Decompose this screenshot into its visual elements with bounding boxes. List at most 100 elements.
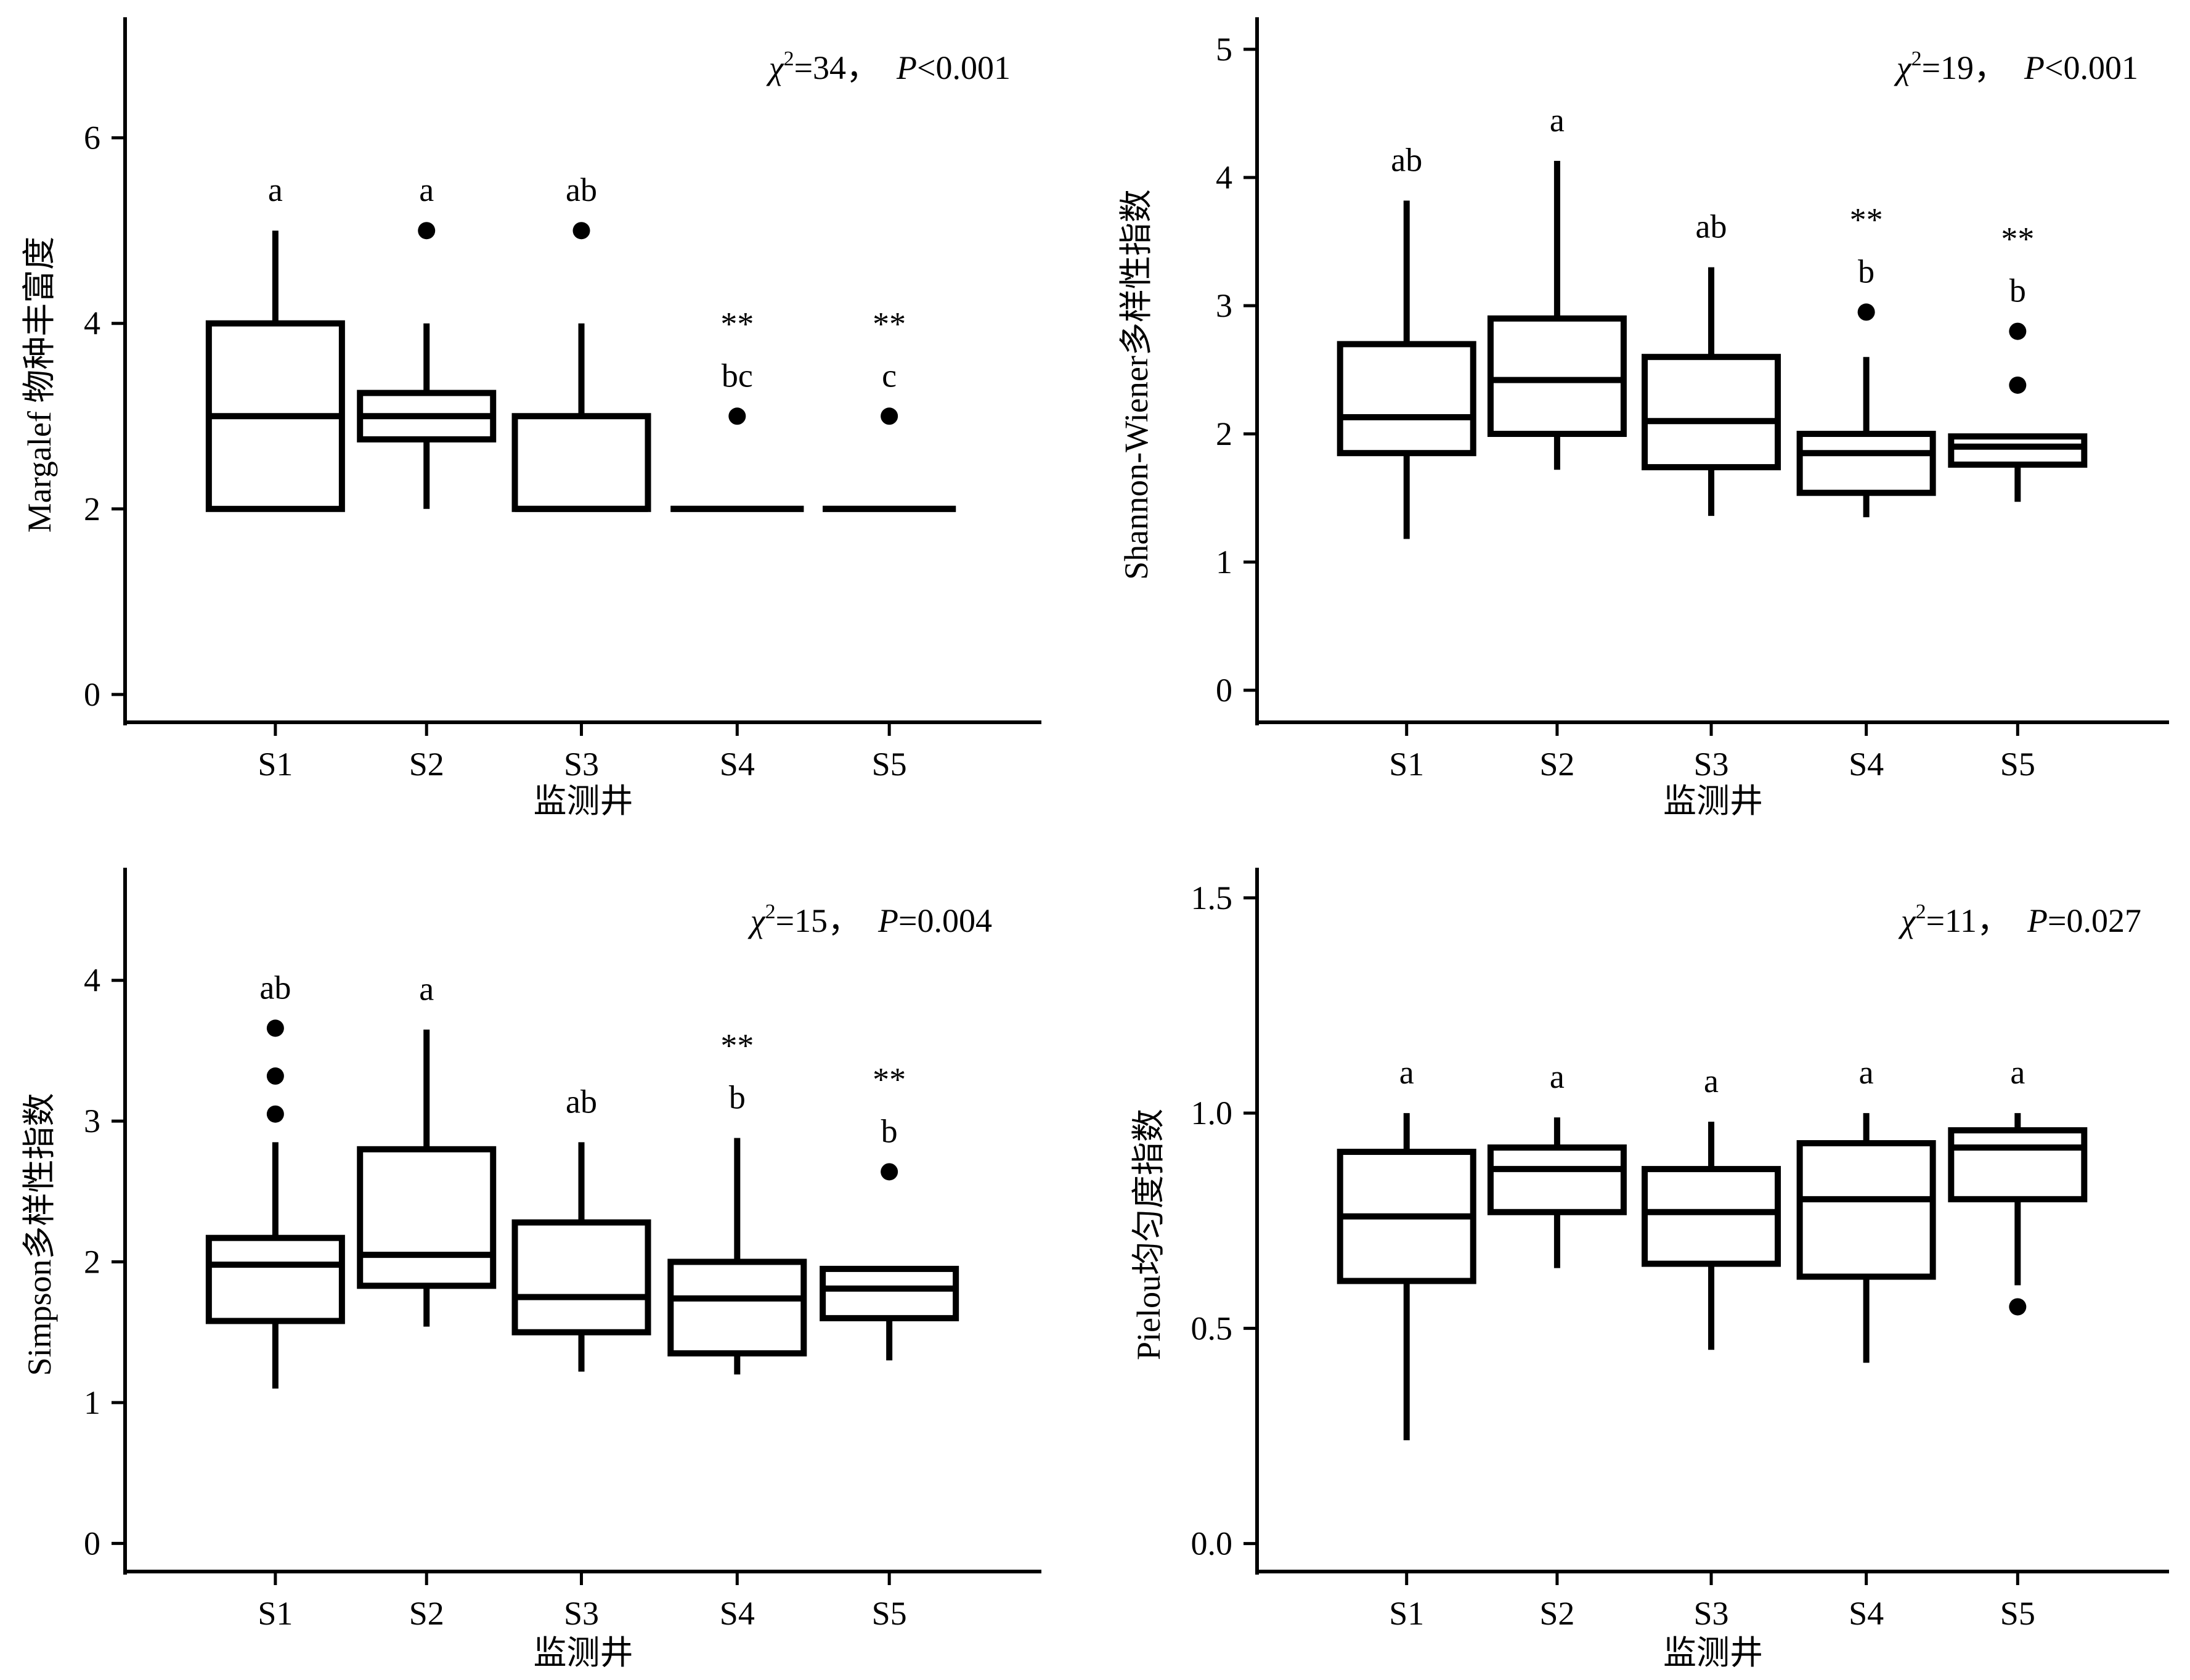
stat-sup: 2 [1911, 47, 1922, 70]
stat-sup: 2 [1916, 900, 1926, 923]
y-axis-title: Simpson多样性指数 [21, 1093, 58, 1376]
y-axis-title: Margalef 物种丰富度 [21, 237, 58, 532]
significance-letter: ab [566, 1083, 597, 1120]
significance-letter: b [2009, 272, 2026, 309]
x-tick-label: S3 [564, 1595, 599, 1632]
stat-eq: =15， [776, 902, 861, 939]
significance-letter: a [419, 971, 434, 1008]
box-S3: ab [1642, 208, 1781, 516]
y-tick-label: 3 [84, 1103, 100, 1140]
box-body [1642, 1165, 1781, 1267]
box-body [1796, 431, 1936, 496]
y-tick-label: 0 [84, 1525, 100, 1562]
y-tick-label: 1.5 [1191, 879, 1233, 916]
y-tick-label: 4 [84, 962, 100, 999]
y-tick-label: 4 [84, 305, 100, 342]
box-S4: b ** [667, 1027, 807, 1375]
y-tick-label: 5 [1216, 31, 1232, 68]
box-body [511, 413, 651, 512]
significance-stars: ** [720, 1027, 754, 1064]
significance-letter: a [2010, 1054, 2025, 1091]
outlier-point [418, 222, 436, 240]
box-S4: a [1796, 1054, 1936, 1363]
significance-letter: ab [566, 171, 597, 208]
box-S1: ab [205, 969, 345, 1389]
significance-letter: a [419, 171, 434, 208]
y-tick-label: 3 [1216, 287, 1232, 324]
box-body [205, 1234, 345, 1324]
box-S2: a [1487, 1058, 1627, 1268]
box-S3: ab [511, 1083, 651, 1372]
box-body [820, 1265, 959, 1321]
significance-stars: ** [2001, 221, 2034, 258]
y-tick-label: 0 [84, 676, 100, 713]
stat-eq: =11， [1926, 902, 2010, 939]
box-body [667, 1258, 807, 1356]
significance-stars: ** [720, 305, 754, 342]
box-S4: b ** [1796, 201, 1936, 518]
significance-stars: ** [873, 1061, 906, 1098]
significance-letter: ab [1696, 208, 1727, 245]
significance-letter: ab [1391, 141, 1422, 178]
x-tick-label: S4 [1849, 1595, 1884, 1632]
x-tick-label: S2 [1539, 746, 1574, 783]
stat-chi: χ [747, 902, 766, 939]
significance-letter: a [1704, 1062, 1719, 1099]
x-tick-label: S4 [1849, 746, 1884, 783]
y-tick-label: 0.0 [1191, 1525, 1233, 1562]
box-S2: a [357, 171, 497, 509]
y-tick-label: 1 [1216, 544, 1232, 581]
outlier-point [266, 1067, 284, 1085]
box-body [1948, 1127, 2088, 1202]
stat-annotation: χ2=19， P<0.001 [1894, 47, 2138, 86]
stat-p: P [896, 49, 917, 86]
y-tick-label: 2 [84, 1244, 100, 1281]
box-body [357, 1146, 497, 1289]
significance-letter: a [1399, 1054, 1414, 1091]
box-body [1487, 315, 1627, 437]
stat-p: P [2024, 49, 2045, 86]
box-body [1948, 433, 2088, 468]
stat-chi: χ [766, 49, 784, 86]
significance-letter: b [729, 1079, 746, 1116]
y-axis-title: Shannon-Wiener多样性指数 [1118, 189, 1155, 580]
stat-pval: <0.001 [917, 49, 1011, 86]
significance-letter: a [1550, 102, 1565, 139]
outlier-point [2009, 376, 2027, 394]
x-tick-label: S2 [409, 746, 444, 783]
outlier-point [266, 1019, 284, 1037]
x-tick-label: S1 [258, 746, 293, 783]
stat-eq: =34， [794, 49, 879, 86]
x-tick-label: S5 [2000, 746, 2035, 783]
panel-4: 0.0 0.5 1.0 1.5 S1 S2 S3 S4 S5 监测井 Pielou均匀度指数 χ2=1… [1130, 868, 2169, 1671]
significance-letter: bc [722, 357, 753, 394]
stat-annotation: χ2=15， P=0.004 [747, 900, 992, 939]
x-axis-title: 监测井 [1663, 1634, 1763, 1671]
x-tick-label: S4 [720, 746, 755, 783]
box-S5: b ** [1948, 221, 2088, 502]
box-S5: b ** [820, 1061, 959, 1361]
box-S4: bc ** [670, 305, 804, 512]
y-tick-label: 6 [84, 120, 100, 157]
outlier-point [881, 407, 898, 425]
box-body [511, 1219, 651, 1335]
y-tick-label: 1 [84, 1384, 100, 1421]
outlier-point [572, 222, 590, 240]
x-tick-label: S5 [872, 1595, 907, 1632]
box-body [1487, 1144, 1627, 1215]
stat-p: P [2027, 902, 2048, 939]
stat-pval: <0.001 [2045, 49, 2138, 86]
box-S2: a [357, 971, 497, 1327]
stat-p: P [877, 902, 898, 939]
x-axis-title: 监测井 [534, 783, 633, 820]
significance-letter: b [1858, 253, 1875, 290]
box-S3: a [1642, 1062, 1781, 1350]
x-axis-title: 监测井 [1663, 783, 1763, 820]
x-tick-label: S4 [720, 1595, 755, 1632]
y-tick-label: 2 [84, 491, 100, 528]
box-body [1337, 341, 1476, 457]
x-tick-label: S1 [1389, 1595, 1424, 1632]
